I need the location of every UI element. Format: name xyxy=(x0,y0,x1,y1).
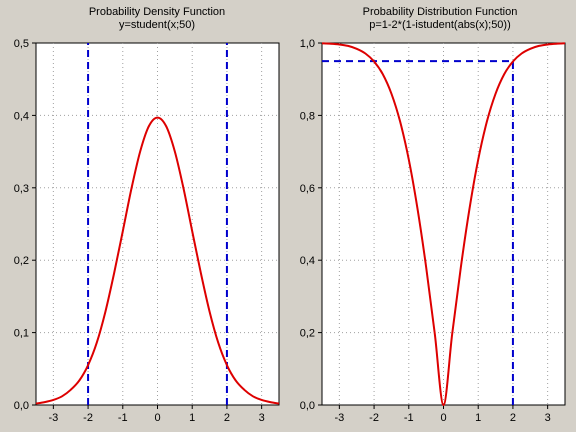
distribution-xtick-label-3: 0 xyxy=(440,412,446,424)
distribution-xtick-label-0: -3 xyxy=(334,412,344,424)
density-ytick-label-0: 0,0 xyxy=(14,400,29,412)
distribution-ytick-label-4: 0,8 xyxy=(300,110,315,122)
distribution-chart-subtitle: p=1-2*(1-istudent(abs(x);50)) xyxy=(369,19,511,31)
density-ytick-label-5: 0,5 xyxy=(14,38,29,50)
distribution-series-line-0 xyxy=(321,42,566,406)
distribution-ytick-label-2: 0,4 xyxy=(300,255,315,267)
density-xtick-label-6: 3 xyxy=(259,412,265,424)
density-ytick-label-4: 0,4 xyxy=(14,110,29,122)
density-xtick-label-1: -2 xyxy=(83,412,93,424)
density-chart: Probability Density Function y=student(x… xyxy=(14,6,280,424)
density-chart-title: Probability Density Function xyxy=(89,6,225,18)
density-ytick-label-3: 0,3 xyxy=(14,183,29,195)
density-xtick-label-3: 0 xyxy=(154,412,160,424)
density-xtick-label-0: -3 xyxy=(48,412,58,424)
density-ytick-label-2: 0,2 xyxy=(14,255,29,267)
distribution-xtick-label-6: 3 xyxy=(545,412,551,424)
density-xtick-label-2: -1 xyxy=(118,412,128,424)
distribution-chart: Probability Distribution Function p=1-2*… xyxy=(300,6,566,424)
density-ytick-label-1: 0,1 xyxy=(14,328,29,340)
distribution-ytick-label-5: 1,0 xyxy=(300,38,315,50)
distribution-chart-title: Probability Distribution Function xyxy=(363,6,518,18)
distribution-ytick-label-0: 0,0 xyxy=(300,400,315,412)
density-xtick-label-4: 1 xyxy=(189,412,195,424)
density-chart-subtitle: y=student(x;50) xyxy=(119,19,195,31)
distribution-ytick-label-3: 0,6 xyxy=(300,183,315,195)
distribution-xtick-label-4: 1 xyxy=(475,412,481,424)
distribution-ytick-label-1: 0,2 xyxy=(300,328,315,340)
distribution-xtick-label-1: -2 xyxy=(369,412,379,424)
distribution-xtick-label-5: 2 xyxy=(510,412,516,424)
density-series-line-0 xyxy=(35,116,280,405)
distribution-xtick-label-2: -1 xyxy=(404,412,414,424)
density-xtick-label-5: 2 xyxy=(224,412,230,424)
